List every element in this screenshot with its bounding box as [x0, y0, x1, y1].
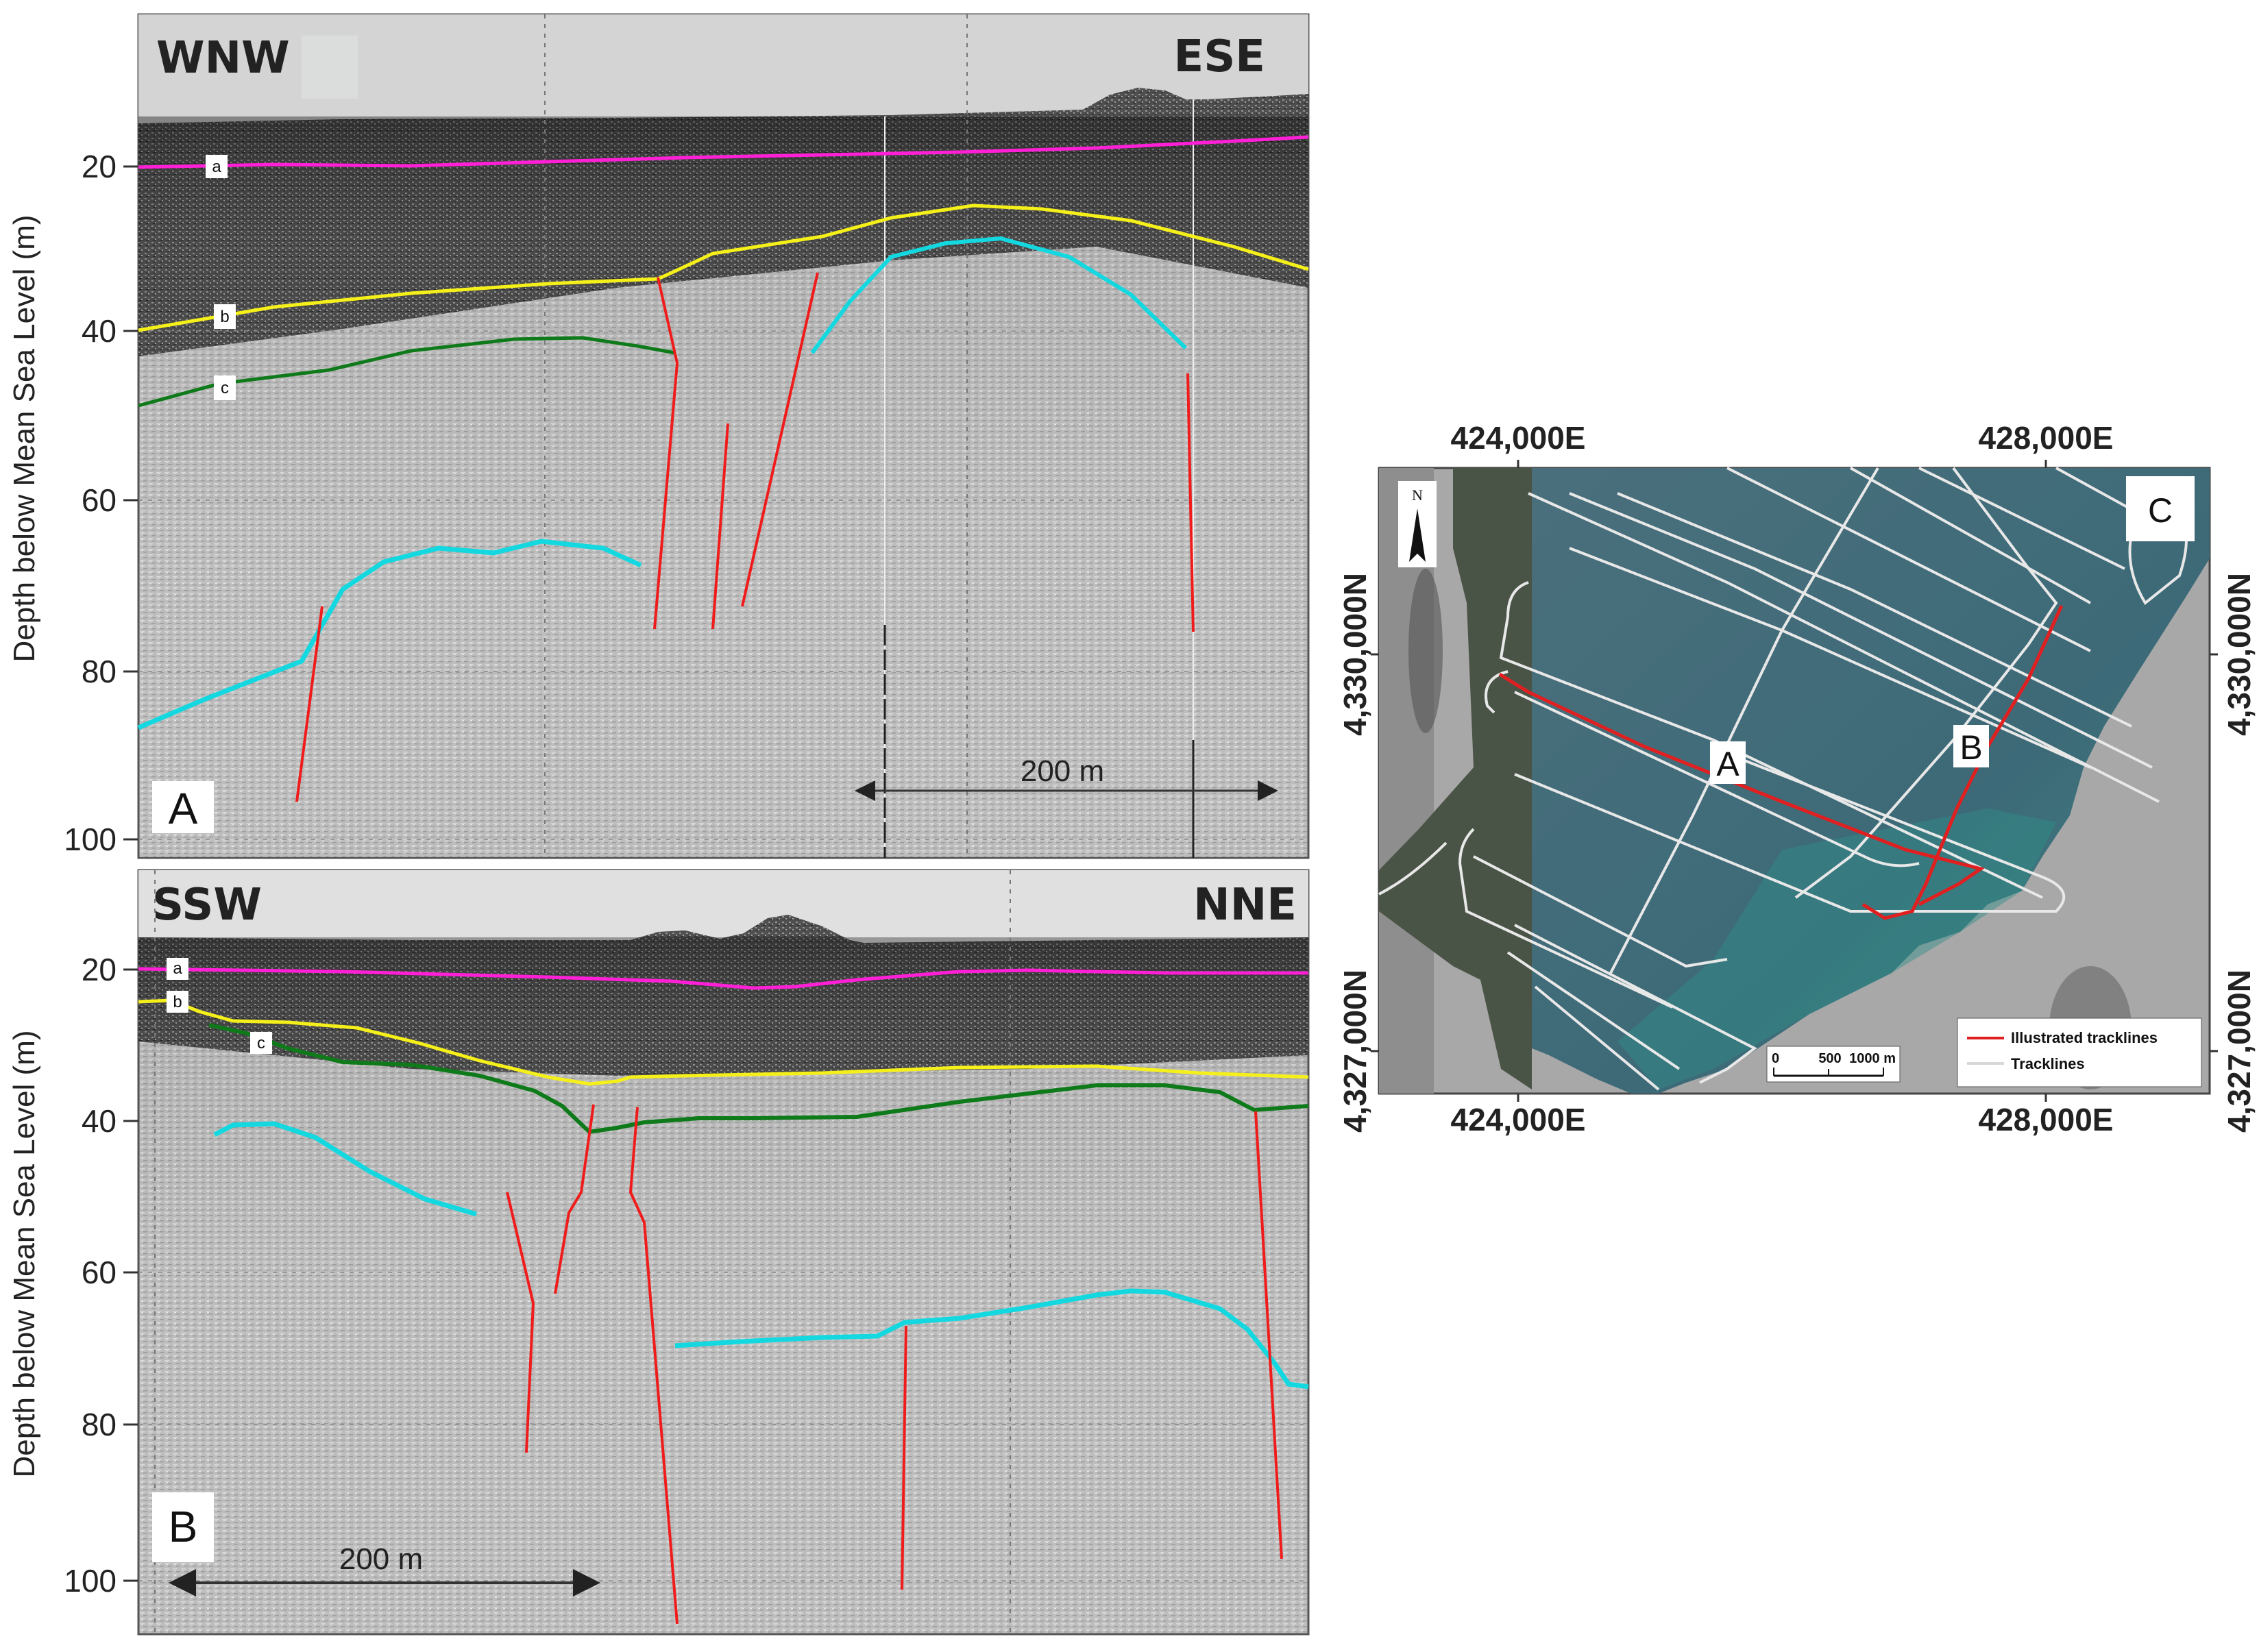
- legend-illustrated-tracklines: Illustrated tracklines: [2011, 1029, 2158, 1046]
- tick-60: 60: [82, 482, 117, 518]
- coord-right-4330000n: 4,330,000N: [2221, 573, 2257, 736]
- coord-right-4327000n: 4,327,000N: [2221, 970, 2257, 1133]
- horizon-a-line: [138, 135, 1309, 169]
- tick-100: 100: [64, 822, 117, 857]
- direction-right-b: NNE: [1193, 880, 1297, 930]
- basement-line-a-left: [137, 539, 642, 730]
- direction-left-a: WNW: [156, 33, 290, 84]
- direction-left-b: SSW: [152, 880, 262, 930]
- panel-letter-a: A: [169, 784, 198, 833]
- tick-100: 100: [64, 1563, 117, 1599]
- horizon-label-c: c: [257, 1034, 265, 1052]
- map-c: N C A B 0 500 1000 m Illustrated trackli…: [1337, 420, 2257, 1137]
- horizon-label-a: a: [212, 158, 221, 176]
- y-axis-title-b: Depth below Mean Sea Level (m): [8, 1031, 41, 1478]
- panel-a: Depth below Mean Sea Level (m): [8, 13, 1310, 859]
- north-arrow-icon: [1409, 508, 1426, 562]
- horizon-label-b: b: [173, 993, 182, 1011]
- horizon-label-c: c: [221, 379, 229, 397]
- tick-60: 60: [82, 1255, 117, 1290]
- reflectivity-shading-a: [138, 116, 1308, 528]
- horizon-c-line: [138, 336, 676, 408]
- fault-line: [653, 277, 679, 630]
- track-label-box: [1710, 741, 1746, 784]
- horizon-label-b: b: [220, 308, 229, 326]
- map-letter-c: C: [2148, 491, 2173, 530]
- horizon-label-a: a: [173, 959, 182, 978]
- legend-tracklines: Tracklines: [2011, 1055, 2085, 1072]
- horizon-label-box: [214, 375, 236, 400]
- illustrated-trackline-b: [1861, 604, 2064, 920]
- coord-left-4330000n: 4,330,000N: [1337, 573, 1373, 736]
- coord-top-428000e: 428,000E: [1979, 420, 2114, 456]
- tick-40: 40: [82, 1103, 117, 1139]
- track-label-box: [1953, 725, 1989, 767]
- water-dark-strip: [1379, 468, 1532, 1089]
- direction-right-a: ESE: [1173, 32, 1265, 82]
- coord-top-424000e: 424,000E: [1451, 420, 1586, 456]
- map-letter-box: [2126, 476, 2195, 541]
- y-axis-a: 20 40 60 80 100: [64, 149, 138, 857]
- basement-line-a-right: [810, 236, 1188, 354]
- horizon-b-line: [138, 204, 1309, 332]
- horizon-label-box: [250, 1032, 272, 1054]
- horizon-c-line: [208, 1023, 1309, 1135]
- north-label: N: [1412, 486, 1423, 504]
- horizon-label-box: [206, 155, 228, 178]
- fault-line: [1186, 373, 1195, 632]
- panel-letter-box-b: [152, 1492, 214, 1562]
- fault-line: [295, 606, 323, 802]
- blank-patch: [302, 36, 358, 99]
- horizon-label-box: [167, 991, 188, 1013]
- basement-line-b-left: [213, 1121, 477, 1217]
- reflectivity-shading-b: [138, 937, 1308, 1280]
- tick-40: 40: [82, 313, 117, 349]
- coord-bottom-428000e: 428,000E: [1979, 1102, 2114, 1137]
- tracklines: [1378, 467, 2188, 1091]
- tick-80: 80: [82, 654, 117, 689]
- horizon-a-line: [138, 967, 1308, 990]
- fault-line: [554, 1104, 595, 1294]
- panel-letter-b: B: [169, 1502, 198, 1551]
- horizon-b-line: [138, 998, 1309, 1086]
- panel-letter-box-a: [152, 781, 214, 833]
- map-scalebar: 0 500 1000 m: [1766, 1046, 1901, 1083]
- fault-line: [628, 1107, 679, 1625]
- fault-line: [506, 1192, 535, 1453]
- horizon-label-box: [214, 304, 236, 329]
- svg-text:0: 0: [1772, 1051, 1779, 1066]
- fault-line: [741, 272, 819, 607]
- map-legend: Illustrated tracklines Tracklines: [1957, 1018, 2202, 1087]
- water-column-a: [138, 14, 1308, 123]
- y-axis-b: 20 40 60 80 100: [64, 952, 138, 1599]
- water-column-b: [138, 870, 1308, 943]
- horizon-label-box: [167, 958, 188, 980]
- fault-line: [901, 1325, 907, 1590]
- fault-line: [1254, 1111, 1283, 1559]
- tick-80: 80: [82, 1407, 117, 1442]
- coord-bottom-424000e: 424,000E: [1451, 1102, 1586, 1137]
- basement-line-b-right: [674, 1288, 1309, 1390]
- scale-label-b: 200 m: [339, 1542, 423, 1576]
- fault-line: [711, 423, 729, 630]
- tick-20: 20: [82, 149, 117, 184]
- shallow-water: [1617, 809, 2056, 1089]
- tick-20: 20: [82, 952, 117, 987]
- illustrated-trackline-a: [1498, 672, 1985, 907]
- y-axis-title-a: Depth below Mean Sea Level (m): [8, 215, 41, 663]
- hillshade-shadow: [1408, 569, 1443, 733]
- scale-label-a: 200 m: [1021, 754, 1104, 788]
- track-label-a: A: [1716, 745, 1739, 783]
- svg-text:1000 m: 1000 m: [1849, 1051, 1896, 1066]
- coord-left-4327000n: 4,327,000N: [1337, 970, 1373, 1133]
- panel-b: Depth below Mean Sea Level (m) a b c SSW…: [8, 869, 1310, 1636]
- track-label-b: B: [1959, 728, 1982, 767]
- svg-text:500: 500: [1818, 1051, 1841, 1066]
